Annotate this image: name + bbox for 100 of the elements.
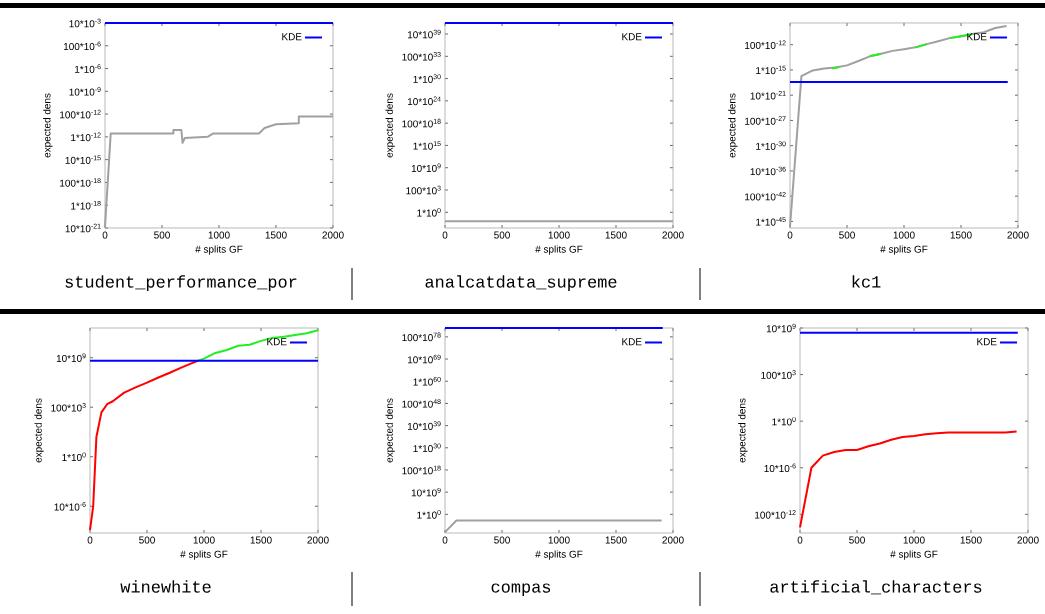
y-tick-label: 100*10$^{-12}$ bbox=[745, 40, 786, 49]
x-tick-label: 1000 bbox=[193, 536, 215, 544]
y-tick-label: 1*10$^{30}$ bbox=[413, 74, 441, 83]
y-tick-label: 100*10$^{-12}$ bbox=[60, 109, 101, 119]
y-tick-label: 10*10$^{-15}$ bbox=[65, 155, 101, 164]
x-tick-label: 500 bbox=[154, 231, 170, 239]
x-axis-title: # splits GF bbox=[535, 550, 583, 560]
y-tick-label: 100*10$^{-27}$ bbox=[745, 116, 786, 125]
y-tick-label: 1*10$^{-18}$ bbox=[71, 200, 101, 210]
y-axis-title: expected dens bbox=[728, 93, 738, 158]
y-tick-label: 100*10$^{-42}$ bbox=[745, 191, 786, 201]
y-tick-label: 10*10$^{-36}$ bbox=[750, 166, 786, 176]
x-tick-label: 1000 bbox=[548, 536, 570, 544]
y-tick-label: 1*10$^{-45}$ bbox=[756, 217, 786, 226]
y-tick-label: 100*10$^{33}$ bbox=[402, 52, 441, 61]
x-tick-label: 2000 bbox=[1017, 536, 1039, 544]
y-tick-label: 1*10$^{-6}$ bbox=[75, 64, 101, 73]
y-tick-label: 10*10$^{9}$ bbox=[411, 163, 441, 173]
y-tick-label: 10*10$^{-6}$ bbox=[764, 463, 796, 473]
x-tick-label: 500 bbox=[839, 231, 855, 239]
y-tick-label: 1*10$^{60}$ bbox=[413, 376, 441, 386]
legend-label: KDE bbox=[622, 33, 642, 41]
x-tick-label: 1500 bbox=[250, 536, 272, 544]
y-tick-label: 100*10$^{78}$ bbox=[402, 332, 441, 342]
x-tick-label: 500 bbox=[494, 231, 510, 239]
x-tick-label: 2000 bbox=[322, 231, 344, 239]
x-tick-label: 1500 bbox=[605, 231, 627, 239]
y-tick-label: 100*10$^{3}$ bbox=[51, 402, 86, 412]
y-tick-label: 1*10$^{15}$ bbox=[413, 141, 441, 150]
y-tick-label: 100*10$^{3}$ bbox=[761, 370, 796, 379]
x-tick-label: 500 bbox=[494, 536, 510, 544]
x-axis-title: # splits GF bbox=[535, 245, 583, 255]
legend-label: KDE bbox=[967, 33, 987, 41]
x-axis-title: # splits GF bbox=[195, 245, 243, 255]
x-tick-label: 2000 bbox=[307, 536, 329, 544]
y-tick-label: 10*10$^{39}$ bbox=[407, 29, 441, 39]
y-tick-label: 100*10$^{18}$ bbox=[402, 118, 441, 128]
line-series bbox=[197, 329, 320, 362]
y-tick-label: 1*10$^{-12}$ bbox=[71, 132, 101, 142]
y-tick-label: 100*10$^{-6}$ bbox=[63, 41, 101, 51]
x-tick-label: 1500 bbox=[605, 536, 627, 544]
y-tick-label: 10*10$^{9}$ bbox=[411, 487, 441, 497]
x-tick-label: 1000 bbox=[903, 536, 925, 544]
x-tick-label: 2000 bbox=[662, 231, 684, 239]
y-tick-label: 100*10$^{18}$ bbox=[402, 465, 441, 475]
y-axis-title: expected dens bbox=[34, 398, 44, 463]
legend-label: KDE bbox=[267, 338, 287, 346]
x-tick-label: 0 bbox=[87, 536, 93, 544]
legend-label: KDE bbox=[977, 338, 997, 346]
y-tick-label: 1*10$^{-15}$ bbox=[756, 65, 786, 75]
y-axis-title: expected dens bbox=[738, 398, 748, 463]
y-tick-label: 10*10$^{-21}$ bbox=[750, 90, 786, 100]
legend-label: KDE bbox=[622, 338, 642, 346]
x-tick-label: 1000 bbox=[548, 231, 570, 239]
y-tick-label: 10*10$^{9}$ bbox=[766, 323, 796, 333]
x-tick-label: 1000 bbox=[893, 231, 915, 239]
x-tick-label: 1000 bbox=[208, 231, 230, 239]
x-tick-label: 1500 bbox=[950, 231, 972, 239]
x-tick-label: 0 bbox=[102, 231, 108, 239]
y-tick-label: 1*10$^{30}$ bbox=[413, 443, 441, 453]
y-tick-label: 1*10$^{-30}$ bbox=[756, 141, 786, 150]
y-tick-label: 10*10$^{-6}$ bbox=[54, 501, 86, 511]
x-tick-label: 0 bbox=[787, 231, 793, 239]
x-axis-title: # splits GF bbox=[890, 550, 938, 560]
y-tick-label: 10*10$^{69}$ bbox=[407, 354, 441, 364]
y-tick-label: 1*10$^{0}$ bbox=[772, 416, 796, 426]
y-axis-title: expected dens bbox=[385, 93, 395, 158]
x-axis-title: # splits GF bbox=[180, 550, 228, 560]
x-tick-label: 0 bbox=[442, 231, 448, 239]
text: analcatdata_supreme bbox=[425, 275, 617, 292]
y-tick-label: 100*10$^{-18}$ bbox=[60, 178, 101, 187]
y-tick-label: 100*10$^{-12}$ bbox=[755, 510, 796, 519]
y-tick-label: 10*10$^{-9}$ bbox=[69, 87, 101, 96]
y-tick-label: 10*10$^{24}$ bbox=[407, 96, 441, 106]
text: artificial_characters bbox=[770, 580, 982, 595]
y-tick-label: 1*10$^{0}$ bbox=[417, 510, 441, 519]
x-tick-label: 0 bbox=[442, 536, 448, 544]
x-tick-label: 2000 bbox=[1007, 231, 1029, 239]
y-tick-label: 10*10$^{39}$ bbox=[407, 421, 441, 430]
y-tick-label: 10*10$^{9}$ bbox=[56, 353, 86, 362]
text: student_performance_por bbox=[65, 275, 297, 292]
text: kc1 bbox=[852, 275, 881, 288]
x-tick-label: 500 bbox=[849, 536, 865, 544]
y-tick-label: 1*10$^{0}$ bbox=[417, 208, 441, 217]
x-tick-label: 1500 bbox=[265, 231, 287, 239]
y-tick-label: 1*10$^{0}$ bbox=[62, 452, 86, 462]
x-axis-title: # splits GF bbox=[880, 245, 928, 255]
x-tick-label: 1500 bbox=[960, 536, 982, 544]
x-tick-label: 500 bbox=[139, 536, 155, 544]
legend-label: KDE bbox=[282, 33, 302, 41]
y-tick-label: 100*10$^{48}$ bbox=[402, 399, 441, 408]
y-tick-label: 100*10$^{3}$ bbox=[406, 185, 441, 195]
text: winewhite bbox=[120, 580, 211, 593]
x-tick-label: 0 bbox=[797, 536, 803, 544]
y-tick-label: 10*10$^{-21}$ bbox=[65, 223, 101, 233]
x-tick-label: 2000 bbox=[662, 536, 684, 544]
y-axis-title: expected dens bbox=[43, 93, 53, 158]
text: compas bbox=[491, 583, 551, 597]
y-tick-label: 10*10$^{-3}$ bbox=[69, 18, 101, 28]
y-axis-title: expected dens bbox=[385, 398, 395, 463]
